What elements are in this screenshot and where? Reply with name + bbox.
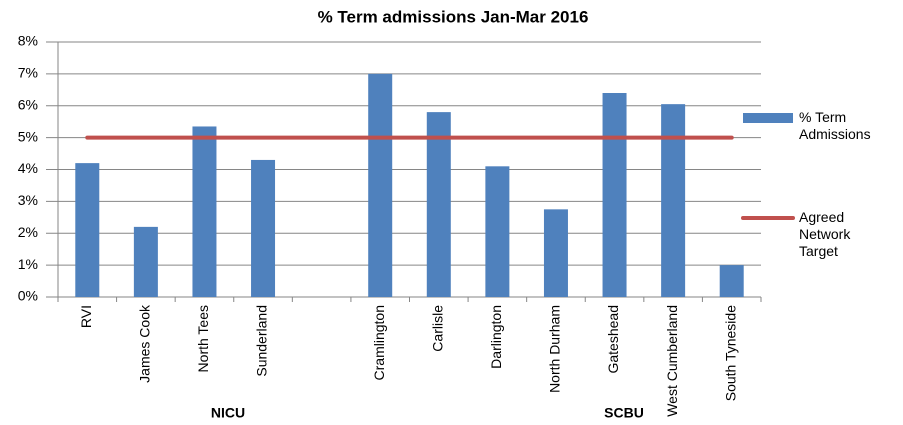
- bar: [543, 209, 568, 297]
- x-tick-label: Carlisle: [429, 305, 445, 352]
- x-tick-label: Sunderland: [254, 305, 270, 377]
- x-tick-label: West Cumberland: [664, 305, 680, 417]
- bar: [251, 159, 276, 297]
- bar: [368, 73, 393, 297]
- x-tick-label: South Tyneside: [722, 305, 738, 401]
- bar: [75, 163, 100, 297]
- x-tick-label: RVI: [78, 305, 94, 328]
- y-tick-label: 1%: [18, 256, 38, 272]
- legend-label: % Term Admissions: [799, 109, 871, 142]
- x-tick-label: North Tees: [195, 305, 211, 372]
- y-tick-label: 6%: [18, 96, 38, 112]
- y-tick-label: 4%: [18, 160, 38, 176]
- bar: [719, 265, 744, 297]
- x-tick-label: James Cook: [137, 304, 153, 383]
- legend-label: Agreed Network Target: [799, 209, 851, 259]
- bar: [192, 126, 217, 297]
- bar: [426, 112, 451, 297]
- bar: [602, 93, 627, 297]
- bar: [485, 166, 510, 297]
- bar: [661, 104, 686, 297]
- x-tick-label: Gateshead: [605, 305, 621, 374]
- y-tick-label: 8%: [18, 33, 38, 49]
- chart-title: % Term admissions Jan-Mar 2016: [318, 7, 589, 26]
- y-tick-label: 5%: [18, 128, 38, 144]
- bar: [133, 226, 158, 297]
- y-tick-label: 3%: [18, 192, 38, 208]
- y-tick-label: 0%: [18, 288, 38, 304]
- legend-swatch: [743, 113, 793, 123]
- x-tick-label: North Durham: [547, 305, 563, 393]
- y-tick-label: 2%: [18, 224, 38, 240]
- x-tick-label: Darlington: [488, 305, 504, 369]
- y-tick-label: 7%: [18, 65, 38, 81]
- group-label: NICU: [211, 405, 245, 421]
- group-label: SCBU: [604, 405, 644, 421]
- x-tick-label: Cramlington: [371, 305, 387, 380]
